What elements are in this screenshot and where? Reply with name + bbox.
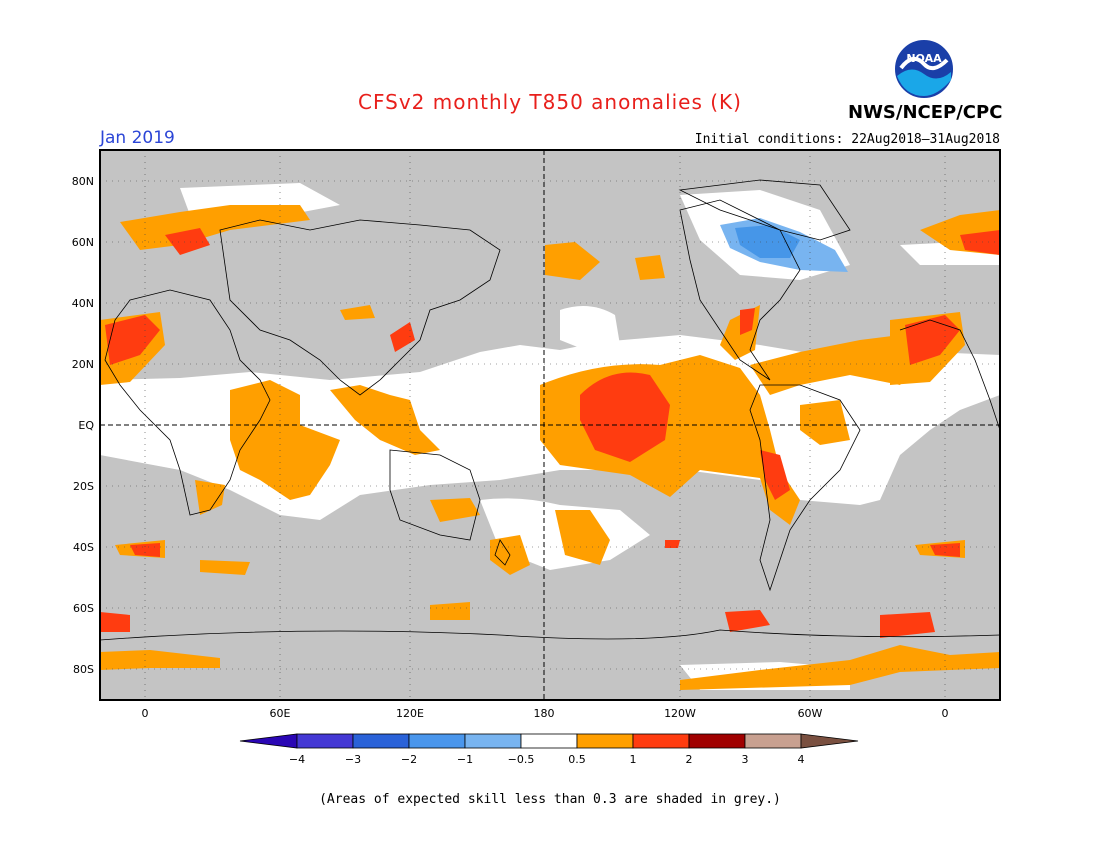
colorbar-tick: −4	[289, 753, 305, 766]
colorbar-ticks: −4 −3 −2 −1 −0.5 0.5 1 2 3 4	[289, 753, 805, 766]
region-warm-1-2	[880, 612, 935, 638]
region-warm-0-5-1	[750, 335, 930, 395]
lon-axis: 0 60E 120E 180 120W 60W 0	[142, 707, 949, 720]
region-warm-0-5-1	[430, 498, 480, 522]
colorbar-tick: −0.5	[508, 753, 535, 766]
colorbar-segment	[800, 733, 859, 749]
lat-label: 40S	[73, 541, 94, 554]
lon-label: 0	[942, 707, 949, 720]
region-warm-1-2	[390, 322, 415, 352]
colorbar-segment	[744, 733, 802, 749]
colorbar-tick: 2	[686, 753, 693, 766]
colorbar-tick: −2	[401, 753, 417, 766]
region-warm-0-5-1	[200, 560, 250, 575]
lat-label: 20N	[72, 358, 94, 371]
map-frame	[99, 149, 1001, 701]
lon-label: 120W	[664, 707, 696, 720]
region-warm-1-2	[960, 230, 1000, 255]
colorbar	[239, 733, 859, 749]
lat-label: 20S	[73, 480, 94, 493]
region-warm-0-5-1	[555, 510, 610, 565]
logo-text: NOAA	[906, 52, 942, 65]
region-warm-0-5-1	[100, 650, 220, 670]
lat-label: 60S	[73, 602, 94, 615]
region-warm-0-5-1	[120, 205, 310, 250]
colorbar-segment	[408, 733, 466, 749]
lon-label: 60E	[270, 707, 291, 720]
graticule	[100, 150, 1000, 700]
lon-label: 180	[534, 707, 555, 720]
lon-label: 60W	[798, 707, 823, 720]
region-warm-0-5-1	[545, 242, 600, 280]
footer-note: (Areas of expected skill less than 0.3 a…	[319, 792, 781, 807]
colorbar-tick: 3	[742, 753, 749, 766]
colorbar-tick: −3	[345, 753, 361, 766]
region-warm-1-2	[740, 308, 755, 335]
colorbar-segment	[520, 733, 578, 749]
region-warm-1-2	[580, 372, 670, 462]
colorbar-segment	[239, 733, 298, 749]
lat-label: 40N	[72, 297, 94, 310]
region-warm-0-5-1	[680, 645, 1000, 690]
region-neutral	[560, 306, 620, 352]
lat-label: 80N	[72, 175, 94, 188]
region-warm-0-5-1	[635, 255, 665, 280]
colorbar-tick: 0.5	[568, 753, 586, 766]
region-warm-1-2	[725, 610, 770, 632]
lat-label: EQ	[78, 419, 94, 432]
region-warm-1-2	[130, 543, 160, 557]
chart-title: CFSv2 monthly T850 anomalies (K)	[358, 90, 742, 114]
colorbar-tick: −1	[457, 753, 473, 766]
lon-label: 0	[142, 707, 149, 720]
noaa-logo-icon: NOAA	[893, 38, 955, 104]
lat-label: 60N	[72, 236, 94, 249]
lat-label: 80S	[73, 663, 94, 676]
colorbar-segment	[688, 733, 746, 749]
region-warm-0-5-1	[195, 480, 225, 515]
region-warm-1-2	[165, 228, 210, 255]
colorbar-tick: 4	[798, 753, 805, 766]
region-warm-1-2	[100, 612, 130, 632]
region-warm-0-5-1	[800, 400, 850, 445]
region-warm-1-2	[665, 540, 680, 548]
region-warm-1-2	[930, 543, 960, 557]
lat-axis: 80N 60N 40N 20N EQ 20S 40S 60S 80S	[72, 175, 95, 676]
region-warm-1-2	[105, 315, 160, 365]
colorbar-segment	[464, 733, 522, 749]
region-warm-0-5-1	[340, 305, 375, 320]
region-warm-1-2	[760, 450, 790, 500]
initial-conditions: Initial conditions: 22Aug2018–31Aug2018	[694, 132, 1000, 147]
region-warm-1-2	[905, 315, 960, 365]
colorbar-segment	[352, 733, 410, 749]
coastlines	[100, 179, 1000, 641]
region-warm-0-5-1	[230, 380, 340, 500]
colorbar-tick: 1	[630, 753, 637, 766]
agency-label: NWS/NCEP/CPC	[848, 102, 1003, 123]
colorbar-segment	[632, 733, 690, 749]
colorbar-segment	[296, 733, 354, 749]
valid-month: Jan 2019	[100, 128, 175, 148]
region-warm-0-5-1	[330, 385, 440, 455]
colorbar-segment	[576, 733, 634, 749]
region-cool-neg2-neg1	[735, 225, 800, 258]
region-warm-0-5-1	[430, 602, 470, 620]
lon-label: 120E	[396, 707, 424, 720]
